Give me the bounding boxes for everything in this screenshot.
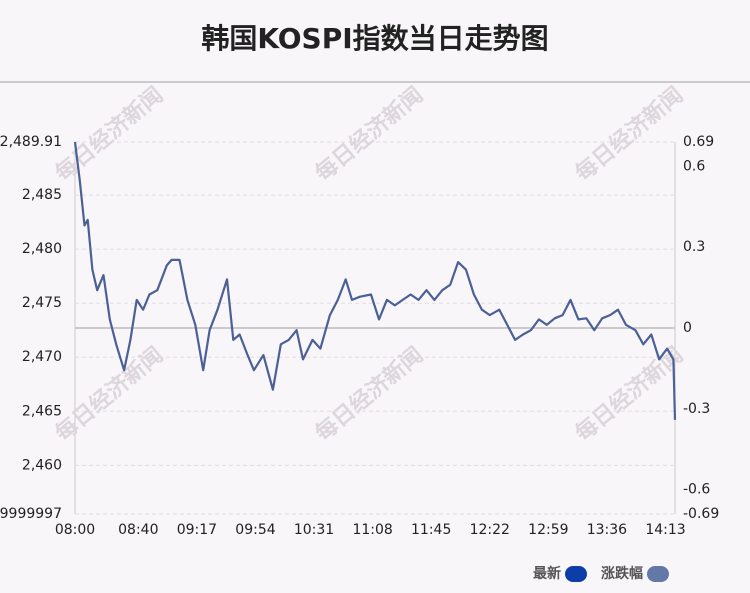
y-tick-label: 2,465 [22, 403, 62, 419]
x-tick-label: 09:54 [235, 522, 275, 538]
y-tick-label: 2,460 [22, 457, 62, 473]
x-tick-label: 08:40 [118, 522, 158, 538]
y-tick-label: 2,485 [22, 187, 62, 203]
legend-swatch [647, 566, 669, 582]
y-tick-label: 2,489.91 [0, 134, 62, 150]
x-tick-label: 10:31 [294, 522, 334, 538]
y2-tick-label: -0.3 [683, 401, 710, 417]
y-tick-label: 2,475 [22, 295, 62, 311]
y2-tick-label: 0.6 [683, 158, 705, 174]
x-tick-label: 14:13 [645, 522, 685, 538]
x-tick-label: 12:59 [528, 522, 568, 538]
y2-tick-label: 0.69 [683, 134, 714, 150]
x-tick-label: 11:45 [411, 522, 451, 538]
legend-swatch [565, 566, 587, 582]
x-tick-label: 11:08 [352, 522, 392, 538]
y-tick-label: 2,470 [22, 349, 62, 365]
x-tick-label: 08:00 [55, 522, 95, 538]
x-tick-label: 09:17 [177, 522, 217, 538]
y-tick-label: 9999997 [0, 506, 62, 522]
price-line [73, 141, 677, 420]
x-tick-label: 12:22 [470, 522, 510, 538]
y2-tick-label: 0 [683, 320, 692, 336]
y2-tick-label: -0.6 [683, 482, 710, 498]
legend-label: 最新 [533, 565, 561, 582]
y-tick-label: 2,480 [22, 241, 62, 257]
y2-tick-label: 0.3 [683, 239, 705, 255]
chart-title: 韩国KOSPI指数当日走势图 [201, 22, 548, 55]
y2-tick-label: -0.69 [683, 506, 719, 522]
legend-label: 涨跌幅 [601, 565, 643, 582]
x-tick-label: 13:36 [587, 522, 627, 538]
